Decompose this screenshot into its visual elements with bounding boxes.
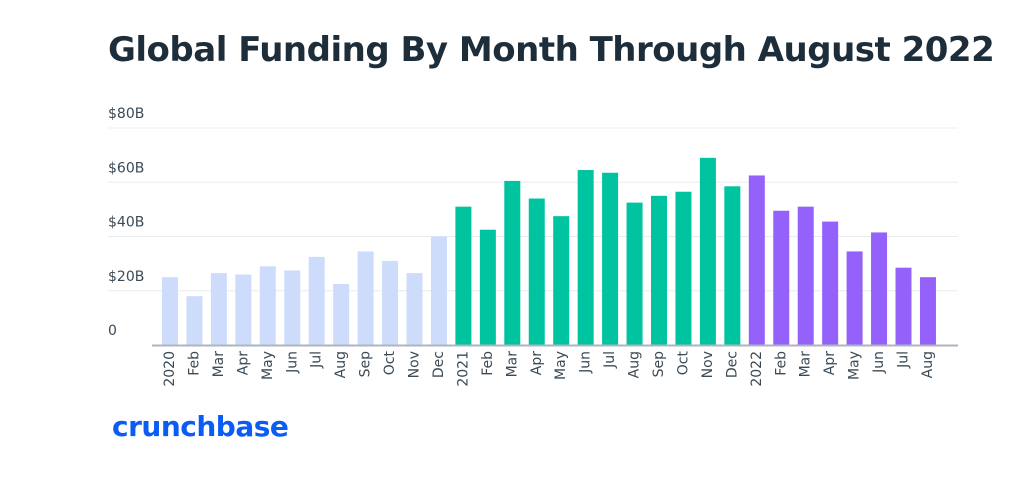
bar — [919, 277, 936, 345]
x-tick-label: Sep — [651, 351, 667, 378]
x-tick-label: Oct — [382, 351, 398, 376]
bar — [577, 170, 594, 345]
bar — [748, 175, 765, 345]
bar — [504, 180, 521, 345]
bar — [773, 210, 790, 345]
bar — [797, 206, 814, 345]
bar — [308, 256, 325, 345]
x-tick-label: Mar — [211, 351, 227, 378]
x-tick-label: Feb — [480, 351, 496, 376]
y-tick-label: $80B — [108, 106, 144, 122]
x-tick-label: Jul — [602, 351, 618, 369]
bar — [651, 195, 667, 345]
chart-title: Global Funding By Month Through August 2… — [108, 30, 995, 70]
x-tick-label: Aug — [920, 351, 936, 378]
bar — [602, 172, 619, 345]
bar — [895, 267, 912, 345]
bar — [382, 260, 399, 345]
bar — [284, 270, 301, 345]
x-tick-label: May — [553, 351, 569, 380]
bar — [626, 202, 643, 345]
x-tick-label: Apr — [529, 351, 545, 375]
bar — [871, 232, 888, 345]
bar — [235, 274, 252, 345]
bar — [455, 206, 472, 345]
bar — [406, 273, 423, 345]
bar — [699, 157, 716, 345]
bars — [162, 157, 936, 345]
x-tick-label: 2022 — [749, 351, 765, 387]
x-tick-label: Jul — [309, 351, 325, 369]
x-tick-label: Feb — [186, 351, 202, 376]
x-tick-label: May — [847, 351, 863, 380]
x-tick-label: Oct — [675, 351, 691, 376]
y-tick-label: $40B — [108, 215, 144, 231]
bar — [333, 283, 350, 345]
x-tick-label: Jul — [896, 351, 912, 369]
x-tick-label: Nov — [700, 351, 716, 378]
bar — [553, 216, 570, 345]
bar — [357, 251, 374, 345]
x-tick-label: Aug — [333, 351, 349, 378]
x-tick-label: 2021 — [455, 351, 471, 387]
crunchbase-logo: crunchbase — [112, 410, 289, 443]
x-tick-label: Jun — [578, 351, 594, 374]
y-tick-label: 0 — [108, 323, 117, 339]
y-axis-tick-labels: 0 $20B $40B $60B $80B — [108, 106, 144, 339]
bar — [528, 198, 545, 345]
x-tick-label: 2020 — [162, 351, 178, 387]
x-tick-label: Mar — [798, 351, 814, 378]
bar — [186, 296, 203, 345]
bar — [675, 191, 692, 345]
x-tick-label: Aug — [627, 351, 643, 378]
x-tick-label: Jun — [284, 351, 300, 374]
bar — [259, 266, 276, 345]
bar-chart: 0 $20B $40B $60B $80B 2020 Feb Mar Apr May Jun Jul… — [108, 106, 958, 387]
x-tick-label: Dec — [431, 351, 447, 378]
bar — [846, 251, 863, 345]
x-tick-label: Nov — [407, 351, 423, 378]
x-tick-label: May — [260, 351, 276, 380]
bar — [724, 186, 741, 345]
bar — [162, 277, 178, 345]
x-tick-label: Feb — [773, 351, 789, 376]
x-tick-label: Sep — [358, 351, 374, 378]
y-tick-label: $20B — [108, 269, 144, 285]
bar — [479, 229, 496, 345]
bar — [430, 236, 447, 345]
x-tick-label: Jun — [871, 351, 887, 374]
x-tick-label: Apr — [235, 351, 251, 375]
x-tick-label: Apr — [822, 351, 838, 375]
y-tick-label: $60B — [108, 160, 144, 176]
bar — [210, 273, 227, 345]
x-tick-label: Mar — [504, 351, 520, 378]
x-tick-label: Dec — [724, 351, 740, 378]
bar — [822, 221, 839, 345]
x-axis-tick-labels: 2020 Feb Mar Apr May Jun Jul Aug Sep Oct Nov Dec 202… — [162, 351, 936, 387]
